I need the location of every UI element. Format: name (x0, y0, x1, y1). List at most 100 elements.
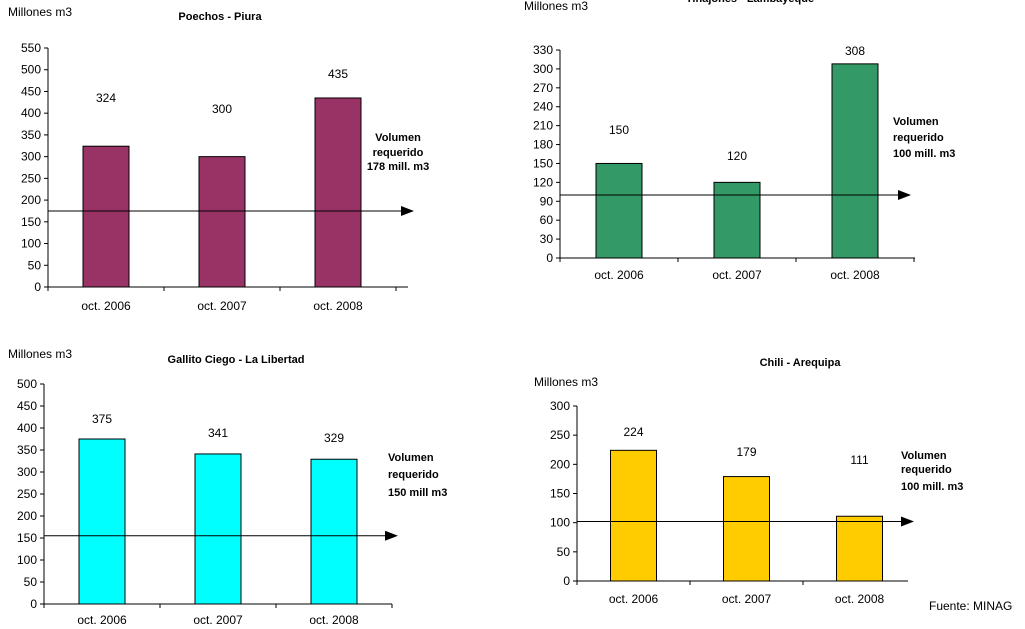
bar (82, 145, 130, 288)
y-tick-label: 250 (550, 428, 570, 442)
x-tick-label: oct. 2006 (81, 299, 131, 313)
y-tick-label: 300 (533, 62, 553, 76)
y-tick-label: 150 (17, 531, 37, 545)
y-tick-label: 330 (533, 43, 553, 57)
y-tick-label: 200 (21, 193, 41, 207)
y-tick-label: 400 (17, 421, 37, 435)
arrow-head-icon (898, 189, 911, 200)
source-note: Fuente: MINAG (929, 599, 1012, 613)
y-tick-label: 200 (550, 457, 570, 471)
x-tick-label: oct. 2008 (309, 613, 359, 627)
x-tick-label: oct. 2007 (193, 613, 243, 627)
x-tick-label: oct. 2006 (609, 592, 659, 606)
data-label: 375 (92, 412, 112, 426)
y-tick-label: 350 (21, 128, 41, 142)
y-tick-label: 100 (21, 237, 41, 251)
data-label: 111 (850, 453, 869, 467)
required-volume-label: 100 mill. m3 (901, 481, 963, 493)
bar (610, 449, 657, 582)
x-tick-label: oct. 2006 (594, 268, 644, 282)
y-tick-label: 350 (17, 443, 37, 457)
bar (314, 97, 362, 288)
required-volume-label: requerido (901, 464, 952, 476)
bar (78, 438, 126, 605)
y-tick-label: 300 (550, 399, 570, 413)
arrow-head-icon (385, 530, 398, 541)
x-tick-label: oct. 2007 (197, 299, 247, 313)
required-volume-label: 100 mill. m3 (893, 148, 955, 160)
y-tick-label: 500 (17, 377, 37, 391)
chart-title: Chili - Arequipa (760, 357, 842, 369)
y-tick-label: 180 (533, 138, 553, 152)
data-label: 308 (845, 44, 865, 58)
bar (831, 63, 879, 259)
y-tick-label: 200 (17, 509, 37, 523)
data-label: 324 (96, 91, 116, 105)
y-tick-label: 150 (533, 156, 553, 170)
required-volume-label: Volumen (388, 452, 434, 464)
bar (198, 156, 246, 288)
required-volume-label: requerido (373, 147, 424, 159)
x-tick-label: oct. 2008 (830, 268, 880, 282)
y-tick-label: 210 (533, 119, 553, 133)
y-tick-label: 300 (17, 465, 37, 479)
y-tick-label: 0 (546, 251, 553, 265)
y-tick-label: 50 (24, 575, 38, 589)
x-tick-label: oct. 2007 (722, 592, 772, 606)
y-tick-label: 450 (17, 399, 37, 413)
y-tick-label: 120 (533, 175, 553, 189)
y-axis-unit: Millones m3 (534, 375, 598, 389)
bar (836, 515, 883, 582)
y-axis-unit: Millones m3 (8, 5, 72, 19)
x-tick-label: oct. 2008 (835, 592, 885, 606)
y-tick-label: 0 (30, 597, 37, 611)
y-tick-label: 150 (21, 215, 41, 229)
data-label: 300 (212, 102, 232, 116)
y-tick-label: 550 (21, 41, 41, 55)
chart-title: Gallito Ciego - La Libertad (168, 354, 305, 366)
required-volume-label: 150 mill m3 (388, 487, 447, 499)
arrow-head-icon (401, 205, 414, 216)
y-tick-label: 30 (540, 232, 554, 246)
y-tick-label: 300 (21, 150, 41, 164)
bar (595, 162, 643, 259)
required-volume-label: Volumen (375, 132, 421, 144)
y-tick-label: 50 (28, 258, 42, 272)
data-label: 329 (324, 431, 344, 445)
y-axis-unit: Millones m3 (524, 0, 588, 13)
required-volume-label: requerido (388, 469, 439, 481)
required-volume-label: 178 mill. m3 (367, 161, 429, 173)
required-volume-label: Volumen (893, 116, 939, 128)
x-tick-label: oct. 2006 (77, 613, 127, 627)
y-tick-label: 270 (533, 81, 553, 95)
y-tick-label: 90 (540, 194, 554, 208)
chart-title: Poechos - Piura (178, 11, 262, 23)
y-tick-label: 500 (21, 63, 41, 77)
arrow-head-icon (901, 516, 914, 527)
chart-4: Chili - Arequipa Millones m3 0 50 100 150 200 2… (534, 357, 963, 606)
bar (713, 181, 761, 259)
y-tick-label: 0 (34, 280, 41, 294)
chart-3: Gallito Ciego - La Libertad Millones m3 0 5… (8, 347, 447, 627)
y-axis-unit: Millones m3 (8, 347, 72, 361)
x-tick-label: oct. 2008 (313, 299, 363, 313)
chart-2: Tinajones - Lambayeque Millones m3 0 30 60 90… (524, 0, 955, 282)
data-label: 341 (208, 426, 228, 440)
data-label: 179 (736, 445, 756, 459)
bar (194, 453, 242, 605)
y-tick-label: 450 (21, 84, 41, 98)
y-tick-label: 60 (540, 213, 554, 227)
chart-title: Tinajones - Lambayeque (686, 0, 814, 5)
x-tick-label: oct. 2007 (712, 268, 762, 282)
chart-1: Poechos - Piura Millones m3 0 50 100 150 200 25… (8, 5, 429, 313)
data-label: 224 (623, 425, 643, 439)
required-volume-label: requerido (893, 132, 944, 144)
y-tick-label: 240 (533, 100, 553, 114)
y-tick-label: 100 (550, 516, 570, 530)
y-tick-label: 0 (563, 574, 570, 588)
y-tick-label: 100 (17, 553, 37, 567)
data-label: 120 (727, 149, 747, 163)
required-volume-label: Volumen (901, 450, 947, 462)
y-tick-label: 50 (557, 545, 571, 559)
